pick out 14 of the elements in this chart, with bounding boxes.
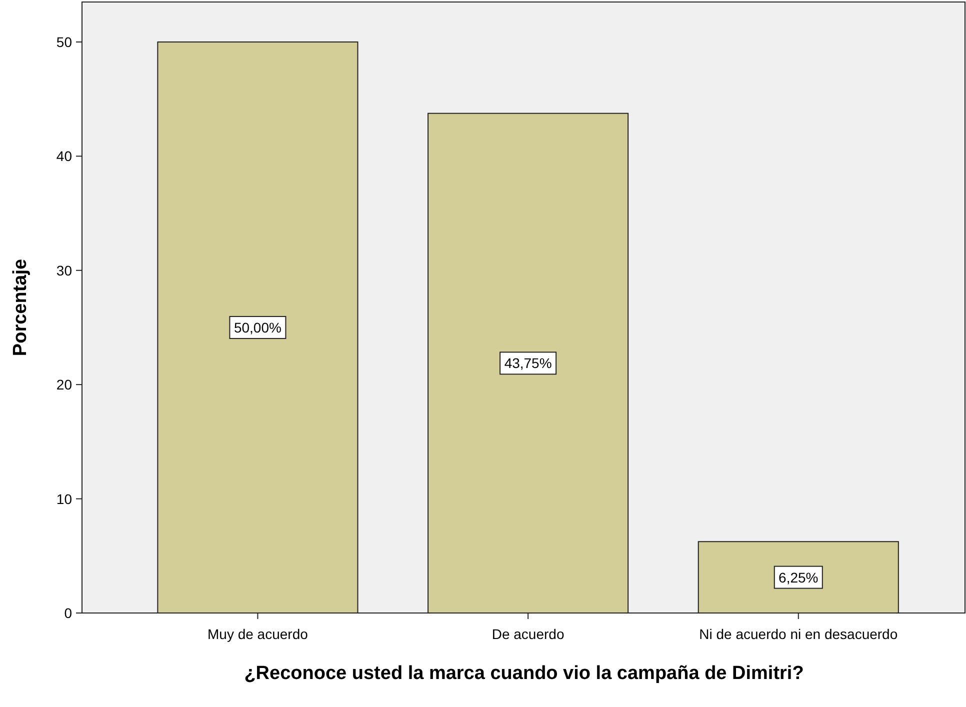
x-tick-label: Ni de acuerdo ni en desacuerdo (699, 626, 898, 642)
x-tick-label: De acuerdo (492, 626, 564, 642)
y-tick-label: 10 (56, 490, 72, 507)
x-tick-label: Muy de acuerdo (208, 626, 308, 642)
y-tick-label: 0 (64, 605, 72, 621)
y-tick-label: 30 (56, 262, 72, 278)
y-tick-label: 40 (56, 148, 72, 164)
x-axis-title: ¿Reconoce usted la marca cuando vio la campaña de Dimitri? (244, 663, 804, 684)
y-tick-label: 50 (56, 34, 72, 50)
y-tick-label: 20 (56, 376, 72, 393)
data-label: 50,00% (234, 319, 282, 336)
data-label: 43,75% (504, 355, 552, 372)
data-label: 6,25% (778, 569, 818, 586)
y-axis-title: Porcentaje (10, 258, 31, 356)
